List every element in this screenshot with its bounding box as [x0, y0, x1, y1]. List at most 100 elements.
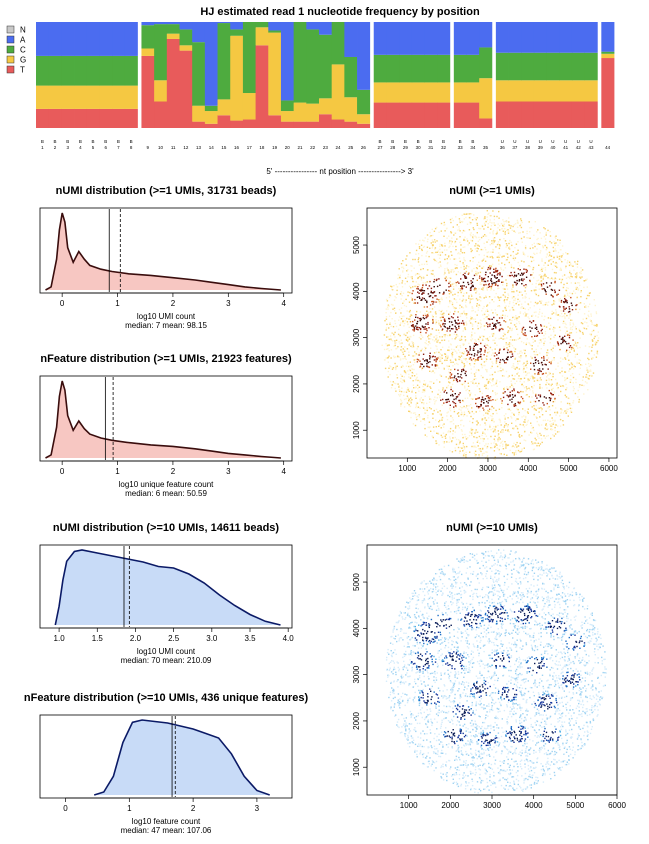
- bead-point: [499, 445, 501, 447]
- bead-point: [577, 347, 579, 349]
- bead-point: [581, 627, 583, 629]
- bead-point: [471, 249, 473, 252]
- bead-point: [552, 738, 554, 740]
- bar-pos14-C: [204, 105, 218, 112]
- bead-point: [477, 445, 479, 447]
- bead-point: [493, 355, 496, 357]
- bead-point: [523, 342, 525, 344]
- bead-point: [428, 667, 430, 669]
- bead-point: [459, 380, 461, 382]
- bead-point: [535, 311, 537, 313]
- bead-point: [488, 410, 490, 413]
- bead-point: [481, 448, 484, 450]
- bead-point: [391, 318, 393, 320]
- bead-point: [570, 296, 572, 299]
- bead-point: [406, 310, 408, 312]
- position-number: 36: [500, 145, 506, 150]
- position-code: B: [130, 139, 133, 144]
- bead-point: [404, 322, 406, 325]
- summary-stats: median: 7 mean: 98.15: [125, 321, 207, 330]
- bead-point: [443, 319, 446, 321]
- bead-point: [455, 398, 457, 400]
- bead-point: [423, 317, 426, 320]
- bead-point: [535, 416, 537, 418]
- bead-point: [456, 379, 458, 381]
- bead-point: [476, 279, 478, 281]
- bead-point: [404, 277, 407, 279]
- bead-point: [476, 344, 479, 346]
- bead-point: [539, 243, 541, 245]
- bead-point: [500, 267, 502, 269]
- bead-point: [540, 250, 542, 252]
- bead-point: [539, 308, 541, 311]
- bead-point: [537, 575, 539, 577]
- bead-point: [517, 391, 519, 393]
- bead-point: [487, 239, 490, 241]
- bead-point: [479, 304, 481, 307]
- bead-point: [499, 361, 501, 363]
- bead-point: [532, 338, 534, 340]
- bead-point: [455, 377, 457, 380]
- bead-point: [402, 365, 404, 368]
- bead-point: [446, 415, 448, 417]
- bead-point: [530, 644, 533, 646]
- bead-point: [479, 335, 481, 338]
- bead-point: [465, 314, 467, 317]
- bead-point: [578, 302, 580, 304]
- bead-point: [494, 352, 496, 354]
- bead-point: [389, 380, 392, 383]
- bead-point: [415, 316, 417, 318]
- bead-point: [436, 442, 438, 444]
- bead-point: [578, 362, 580, 364]
- bead-point: [559, 731, 561, 733]
- bead-point: [453, 406, 455, 408]
- bead-point: [400, 263, 403, 265]
- bead-point: [549, 278, 551, 280]
- bead-point: [424, 282, 427, 284]
- bead-point: [511, 366, 513, 369]
- bead-point: [594, 335, 596, 338]
- bead-point: [417, 243, 420, 245]
- bead-point: [414, 361, 416, 364]
- bead-point: [547, 427, 549, 430]
- bead-point: [437, 357, 439, 359]
- bead-point: [486, 304, 489, 306]
- bead-point: [482, 431, 484, 433]
- bead-point: [544, 302, 547, 304]
- bead-point: [569, 368, 571, 370]
- position-number: 6: [104, 145, 107, 150]
- bead-point: [404, 618, 406, 620]
- bead-point: [494, 348, 496, 350]
- bead-point: [394, 356, 397, 358]
- bead-point: [445, 399, 447, 401]
- bead-point: [582, 376, 584, 378]
- bead-point: [562, 341, 564, 344]
- x-tick-label: 4.0: [283, 634, 295, 643]
- bead-point: [452, 702, 455, 704]
- bead-point: [498, 217, 500, 219]
- bead-point: [533, 365, 535, 367]
- bead-point: [401, 387, 403, 389]
- bead-point: [399, 702, 402, 704]
- bar-pos33-C: [453, 54, 467, 83]
- bead-point: [569, 324, 571, 326]
- bead-point: [483, 325, 486, 327]
- bead-point: [429, 231, 431, 234]
- bead-point: [552, 246, 554, 249]
- bead-point: [585, 373, 588, 376]
- bead-point: [566, 292, 569, 295]
- bead-point: [447, 334, 449, 337]
- bead-point: [516, 319, 518, 321]
- bead-point: [429, 247, 431, 249]
- bead-point: [514, 382, 516, 385]
- bead-point: [467, 353, 469, 356]
- bead-point: [565, 729, 567, 731]
- bead-point: [515, 325, 517, 328]
- bead-point: [459, 401, 461, 404]
- bead-point: [548, 406, 550, 408]
- bead-point: [465, 652, 467, 654]
- bead-point: [517, 249, 519, 251]
- bead-point: [579, 367, 581, 369]
- bead-point: [535, 439, 537, 441]
- bead-point: [435, 295, 437, 297]
